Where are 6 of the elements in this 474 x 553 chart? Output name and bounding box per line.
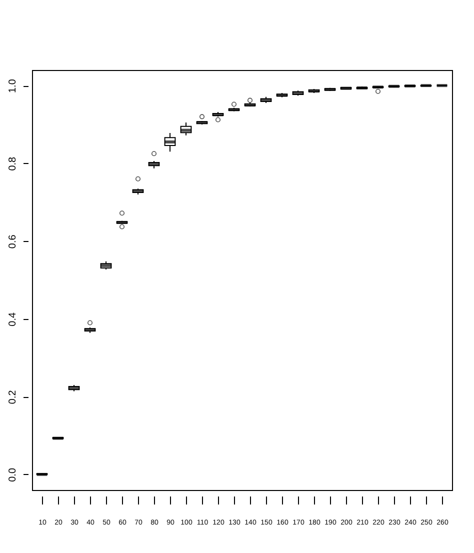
y-tick-label: 0.2 <box>8 390 18 404</box>
y-tick-label: 0.8 <box>8 156 18 171</box>
y-tick-label: 0.6 <box>8 234 18 249</box>
y-tick-label: 1.0 <box>8 78 18 94</box>
y-tick-label: 0.0 <box>8 468 18 482</box>
y-tick-label: 0.4 <box>8 312 18 326</box>
